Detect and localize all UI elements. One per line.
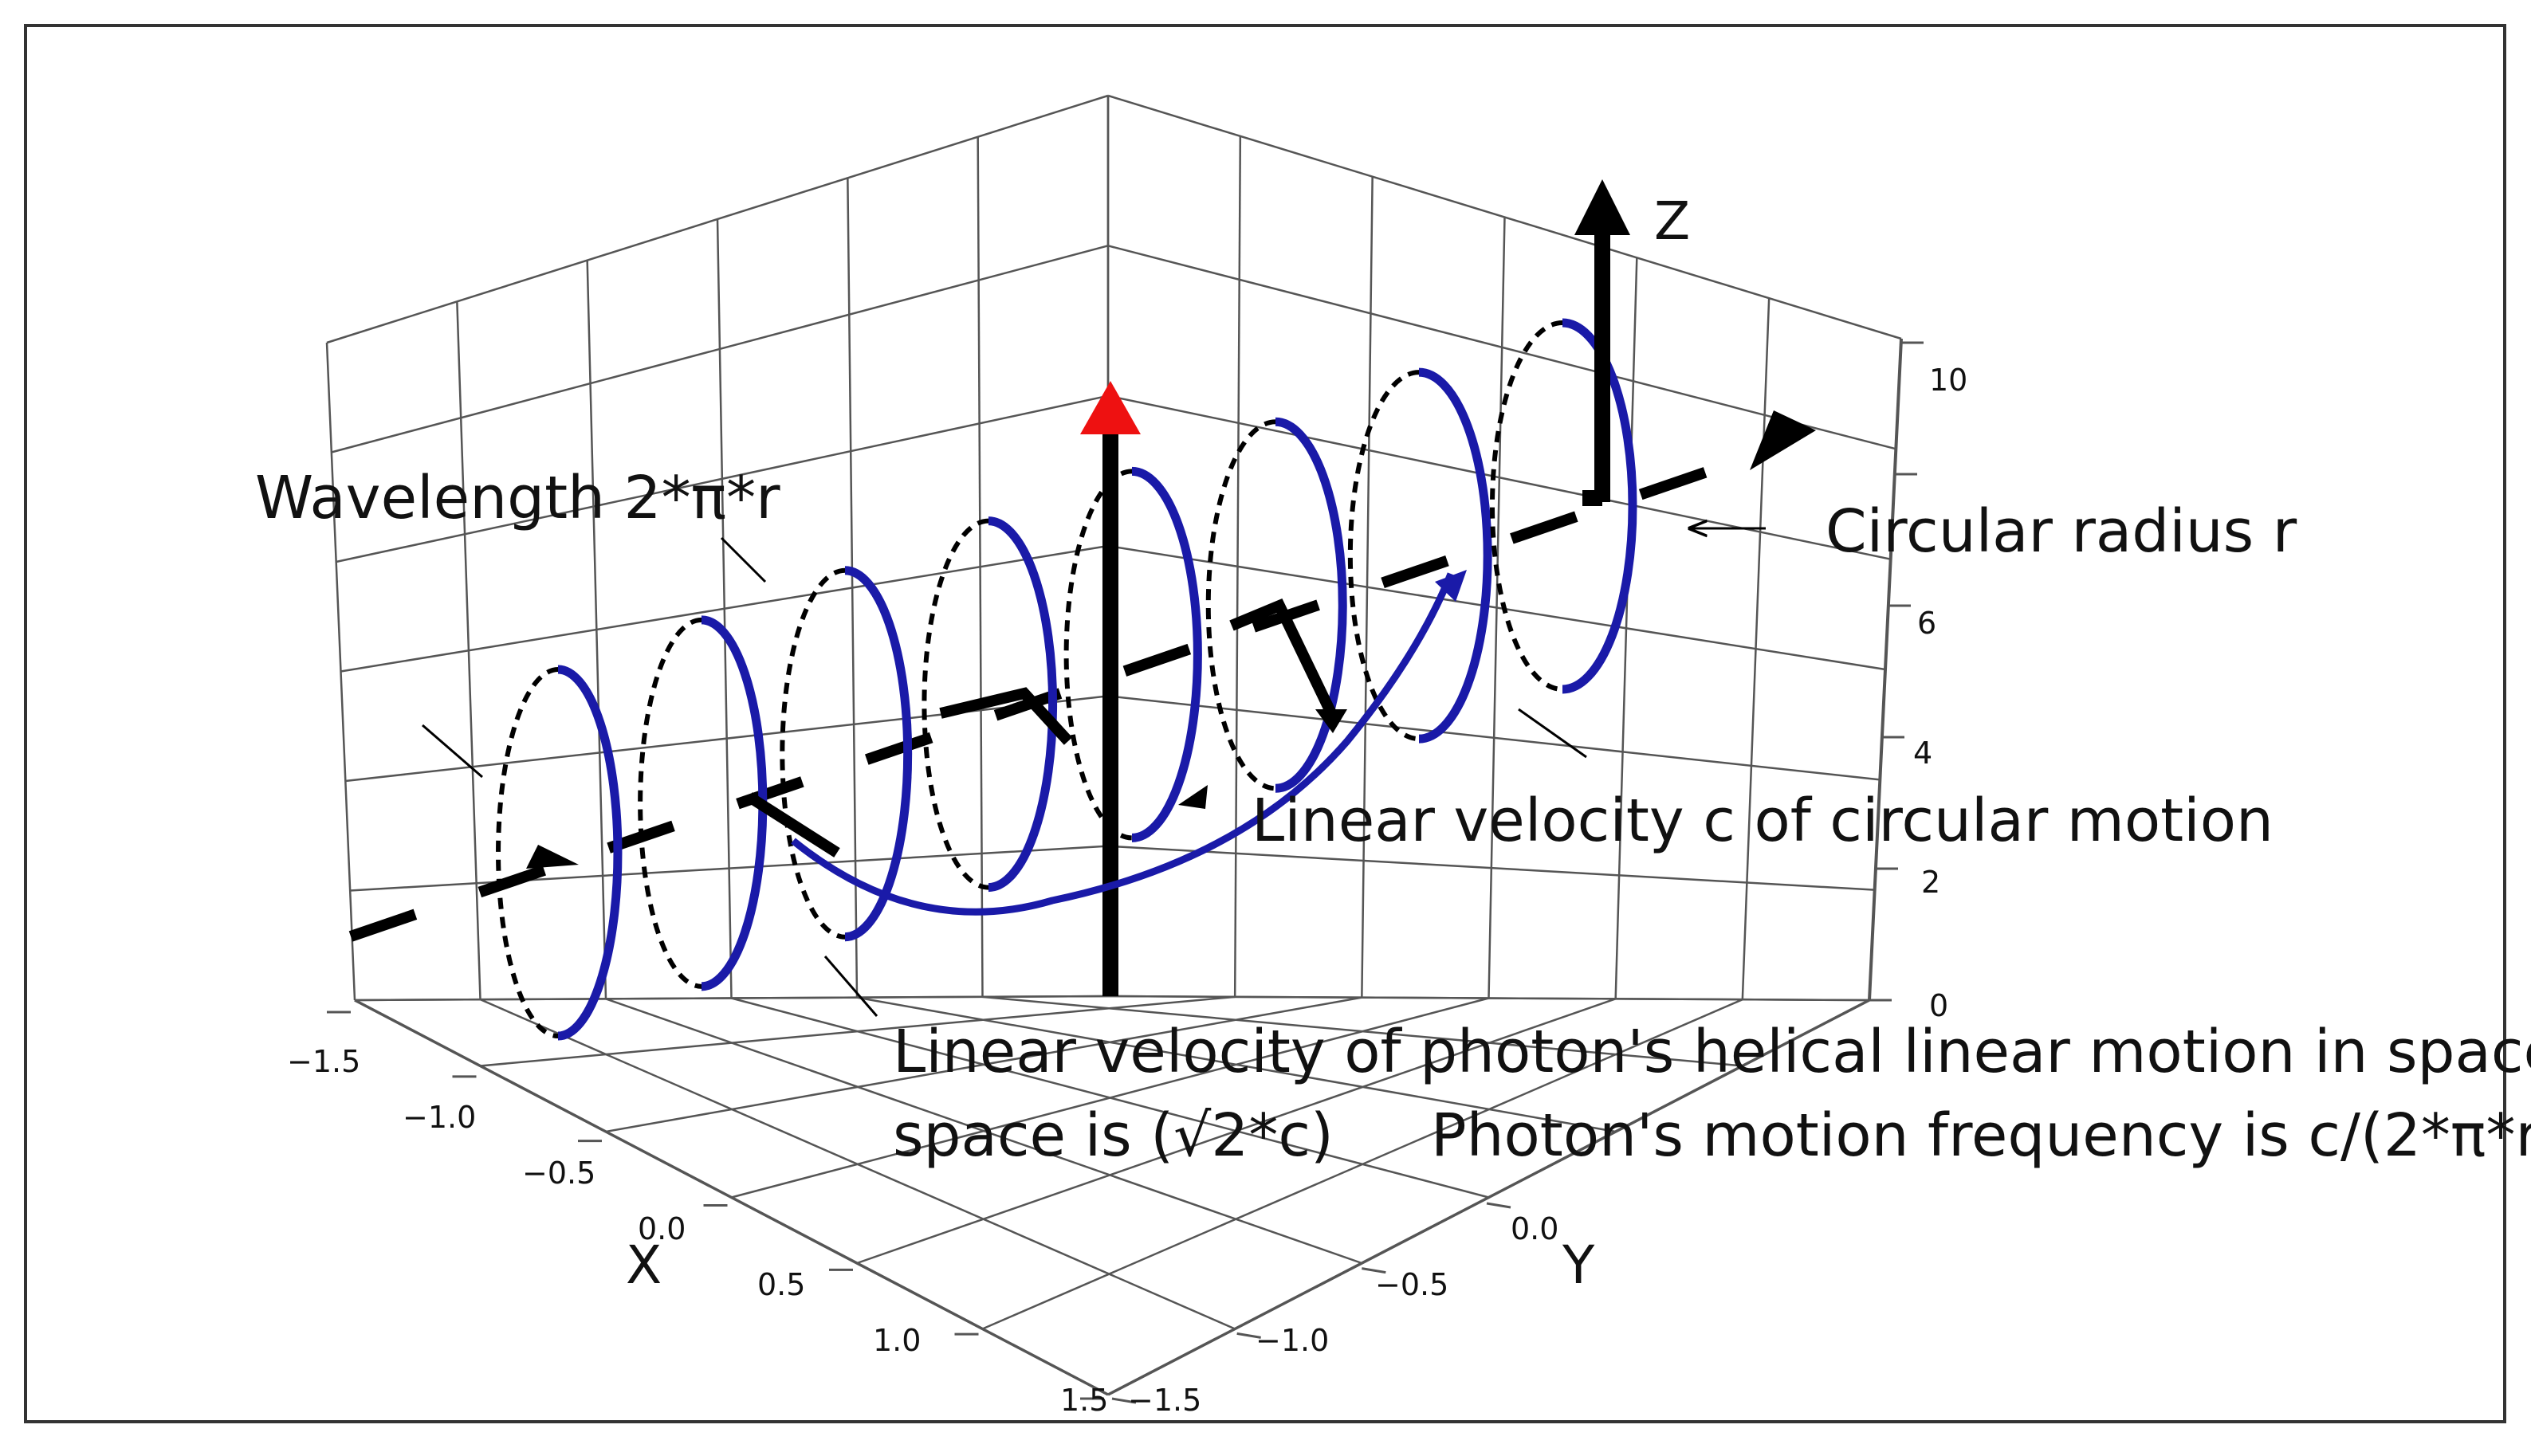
helix-ring-front — [1418, 367, 1492, 744]
radius-annotation: Circular radius r — [1826, 497, 2297, 566]
figure-frame — [24, 24, 2506, 1423]
grid-line — [350, 845, 1109, 892]
helix-ring-front — [1131, 466, 1202, 842]
wavelength-annotation: Wavelength 2*π*r — [255, 464, 780, 532]
velocity-vector-3 — [1229, 598, 1337, 716]
helix-ring-front — [557, 665, 623, 1041]
x-axis-label: X — [626, 1234, 662, 1296]
axis-left-marker-icon — [526, 845, 579, 869]
z-arrow-head-icon — [1574, 179, 1630, 235]
grid-line — [1107, 995, 1870, 1002]
grid-line — [1236, 1332, 1261, 1339]
x-tick-label: −1.0 — [403, 1100, 476, 1135]
x-tick-label: −1.5 — [287, 1044, 360, 1079]
axes-grid — [325, 94, 1924, 1404]
axis-segment — [865, 732, 933, 765]
helix-ring-back — [1347, 370, 1420, 742]
z-axis-label: Z — [1654, 190, 1690, 252]
grid-line — [1741, 298, 1771, 1000]
grid-line — [1486, 1202, 1511, 1209]
x-tick-label: −0.5 — [522, 1156, 595, 1191]
axis-segment — [1381, 555, 1449, 588]
y-tick-label: −1.5 — [1128, 1383, 1201, 1418]
helix-rings — [496, 318, 1637, 1041]
circular-velocity-annotation: Linear velocity c of circular motion — [1252, 787, 2274, 855]
helical-velocity-annotation-line1: Linear velocity of photon's helical line… — [893, 1018, 2531, 1086]
helix-ring-front — [844, 566, 912, 942]
axis-segment — [478, 865, 546, 898]
helix-ring-back — [780, 567, 846, 940]
grid-line — [1107, 999, 1870, 1396]
helix-ring-back — [1490, 320, 1563, 692]
z-tick-label: 4 — [1913, 736, 1932, 771]
red-arrow-head-icon — [1080, 381, 1141, 434]
y-tick-labels: 0.0 −0.5 −1.0 −1.5 — [1128, 1211, 1558, 1418]
axis-segment — [348, 909, 418, 942]
helical-path-arrow-left-icon — [1178, 785, 1208, 809]
z-tick-label: 2 — [1921, 865, 1940, 900]
grid-line — [354, 999, 1109, 1396]
velocity-vector-2 — [939, 687, 1073, 745]
x-tick-label: 0.0 — [638, 1211, 686, 1246]
velocity-arrow-head-icon — [1315, 709, 1347, 733]
x-tick-labels: −1.5 −1.0 −0.5 0.0 0.5 1.0 1.5 — [287, 1044, 1108, 1418]
grid-line — [354, 995, 1109, 1002]
helical-velocity-leader — [823, 956, 878, 1017]
left-ring-leader — [422, 724, 483, 779]
helix-ring-back — [496, 667, 559, 1038]
y-tick-label: 0.0 — [1511, 1211, 1558, 1246]
helix-ring-front — [1275, 417, 1347, 793]
helical-path-arrow-icon — [1435, 570, 1467, 602]
y-axis-label: Y — [1562, 1234, 1595, 1296]
z-tick-label: 10 — [1929, 363, 1967, 398]
axis-segment — [1122, 643, 1192, 677]
helical-velocity-annotation-line2: space is (√2*c) — [893, 1101, 1334, 1170]
x-tick-label: 1.0 — [873, 1323, 921, 1358]
frequency-annotation: Photon's motion frequency is c/(2*π*r) — [1431, 1101, 2531, 1170]
grid-line — [479, 999, 1236, 1330]
grid-line — [1111, 1397, 1137, 1404]
x-tick-label: 0.5 — [757, 1267, 805, 1302]
y-tick-label: −1.0 — [1256, 1323, 1329, 1358]
grid-line — [1107, 845, 1875, 891]
axis-segment — [1510, 511, 1578, 544]
z-tick-label: 6 — [1917, 606, 1936, 641]
grid-line — [1868, 338, 1903, 1001]
wavelength-leader — [720, 536, 767, 583]
propagation-arrow-head-icon — [1750, 410, 1816, 470]
axis-segment — [1638, 467, 1708, 500]
helical-path-curve — [791, 572, 1455, 916]
y-tick-label: −0.5 — [1375, 1267, 1448, 1302]
velocity-vector-1 — [746, 792, 840, 858]
helix-ring-front — [988, 516, 1057, 893]
grid-line — [1362, 1267, 1386, 1274]
helix-ring-back — [638, 617, 702, 989]
helix-ring-back — [1063, 469, 1133, 841]
helix-ring-back — [922, 518, 989, 890]
z-tick-label: 0 — [1929, 988, 1948, 1023]
x-tick-label: 1.5 — [1060, 1383, 1108, 1418]
circular-velocity-leader — [1518, 708, 1587, 759]
helix-ring-back — [1205, 419, 1276, 791]
z-tick-labels: 0 2 4 6 10 — [1913, 363, 1967, 1023]
